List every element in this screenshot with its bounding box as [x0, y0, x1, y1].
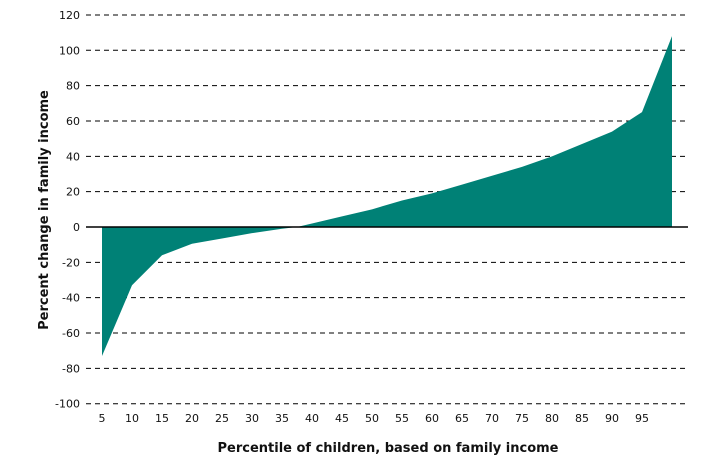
x-tick-label: 35 — [275, 412, 289, 425]
x-tick-label: 25 — [215, 412, 229, 425]
y-tick-label: -40 — [62, 292, 80, 305]
x-tick-label: 90 — [605, 412, 619, 425]
x-tick-label: 5 — [99, 412, 106, 425]
area-series — [102, 36, 672, 356]
x-tick-label: 55 — [395, 412, 409, 425]
gridlines — [86, 14, 688, 405]
x-tick-label: 80 — [545, 412, 559, 425]
y-tick-label: -80 — [62, 362, 80, 375]
x-tick-label: 50 — [365, 412, 379, 425]
x-axis-title: Percentile of children, based on family … — [217, 441, 558, 456]
y-tick-labels: 120 100 80 60 40 20 0 -20 -40 -60 -80 -100 — [55, 9, 80, 411]
x-tick-label: 85 — [575, 412, 589, 425]
x-tick-label: 40 — [305, 412, 319, 425]
x-tick-label: 20 — [185, 412, 199, 425]
y-axis-title: Percent change in family income — [37, 90, 52, 330]
y-tick-label: 40 — [66, 150, 80, 163]
y-tick-label: 100 — [59, 44, 80, 57]
x-tick-label: 75 — [515, 412, 529, 425]
x-tick-label: 60 — [425, 412, 439, 425]
y-tick-label: 60 — [66, 115, 80, 128]
x-tick-label: 45 — [335, 412, 349, 425]
y-tick-label: -20 — [62, 256, 80, 269]
x-tick-label: 95 — [635, 412, 649, 425]
x-tick-label: 65 — [455, 412, 469, 425]
x-tick-label: 15 — [155, 412, 169, 425]
x-tick-label: 70 — [485, 412, 499, 425]
x-tick-labels: 5 10 15 20 25 30 35 40 45 50 55 60 65 70 75 80 85 90 95 — [99, 412, 650, 425]
y-tick-label: -100 — [55, 398, 80, 411]
x-tick-label: 10 — [125, 412, 139, 425]
x-tick-label: 30 — [245, 412, 259, 425]
y-tick-label: 20 — [66, 186, 80, 199]
y-tick-label: -60 — [62, 327, 80, 340]
y-tick-label: 80 — [66, 80, 80, 93]
y-tick-label: 120 — [59, 9, 80, 22]
y-tick-label: 0 — [73, 221, 80, 234]
